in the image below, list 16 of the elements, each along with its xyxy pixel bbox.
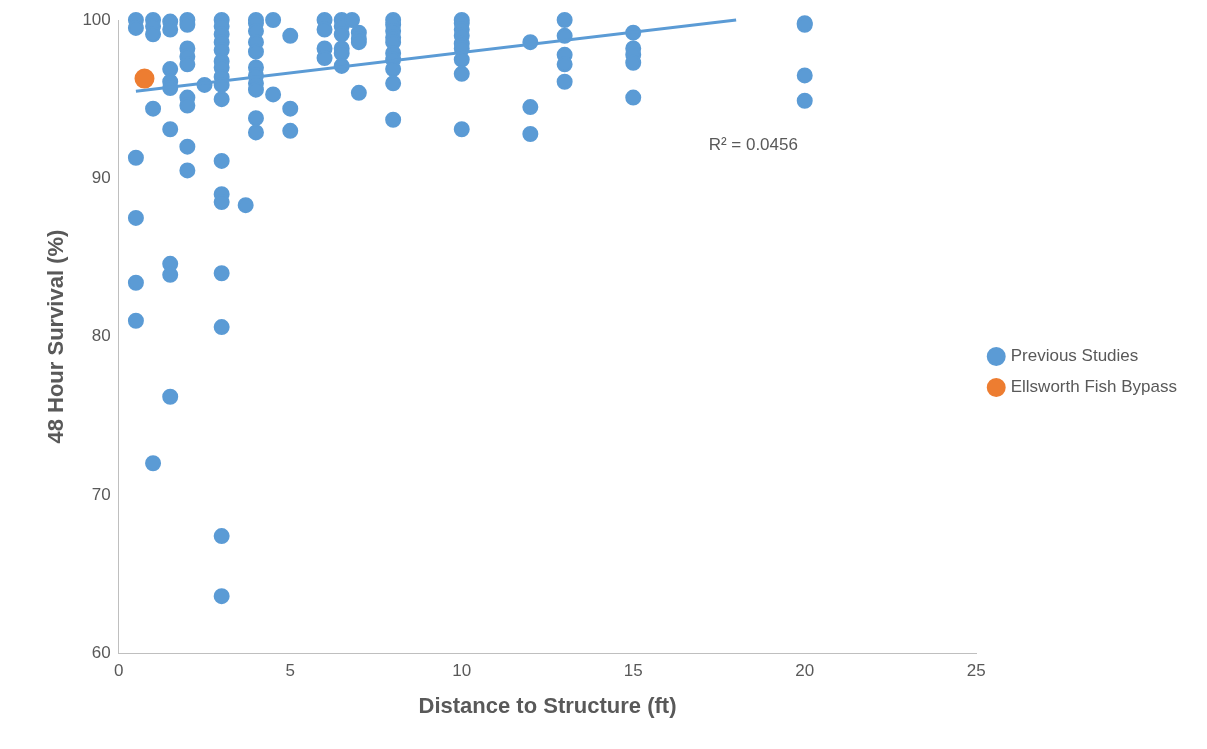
y-axis-title: 48 Hour Survival (%) [43, 229, 69, 444]
y-tick-label: 80 [91, 326, 111, 346]
x-tick-label: 25 [966, 661, 986, 681]
x-axis-title: Distance to Structure (ft) [418, 692, 677, 718]
x-tick-label: 15 [623, 661, 643, 681]
y-tick-label: 60 [91, 642, 111, 662]
x-tick-label: 0 [114, 661, 124, 681]
x-tick-label: 5 [285, 661, 295, 681]
legend-label: Previous Studies [1010, 346, 1139, 366]
annotation: R² = 0.0456 [708, 134, 798, 154]
x-tick-label: 20 [795, 661, 815, 681]
legend-label: Ellsworth Fish Bypass [1010, 377, 1178, 397]
y-tick-label: 70 [91, 484, 111, 504]
y-tick-label: 90 [91, 167, 111, 187]
y-tick-label: 100 [82, 9, 111, 29]
x-tick-label: 10 [452, 661, 472, 681]
